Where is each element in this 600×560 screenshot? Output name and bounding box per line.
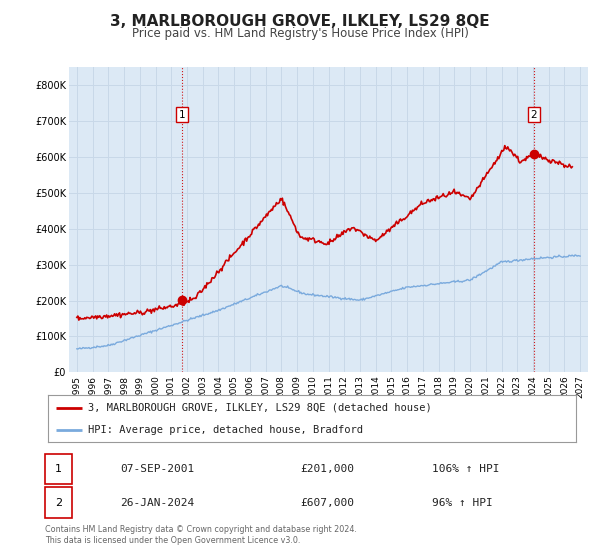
Text: Contains HM Land Registry data © Crown copyright and database right 2024.
This d: Contains HM Land Registry data © Crown c… <box>45 525 357 545</box>
Text: 1: 1 <box>179 110 185 119</box>
Text: 3, MARLBOROUGH GROVE, ILKLEY, LS29 8QE: 3, MARLBOROUGH GROVE, ILKLEY, LS29 8QE <box>110 14 490 29</box>
Text: 26-JAN-2024: 26-JAN-2024 <box>120 498 194 507</box>
Text: 07-SEP-2001: 07-SEP-2001 <box>120 464 194 474</box>
Text: 2: 2 <box>55 498 62 507</box>
Text: £607,000: £607,000 <box>300 498 354 507</box>
Text: 3, MARLBOROUGH GROVE, ILKLEY, LS29 8QE (detached house): 3, MARLBOROUGH GROVE, ILKLEY, LS29 8QE (… <box>88 403 431 413</box>
Text: HPI: Average price, detached house, Bradford: HPI: Average price, detached house, Brad… <box>88 424 362 435</box>
Text: Price paid vs. HM Land Registry's House Price Index (HPI): Price paid vs. HM Land Registry's House … <box>131 27 469 40</box>
Text: 1: 1 <box>55 464 62 474</box>
Text: £201,000: £201,000 <box>300 464 354 474</box>
Text: 106% ↑ HPI: 106% ↑ HPI <box>432 464 499 474</box>
Text: 96% ↑ HPI: 96% ↑ HPI <box>432 498 493 507</box>
Text: 2: 2 <box>531 110 538 119</box>
